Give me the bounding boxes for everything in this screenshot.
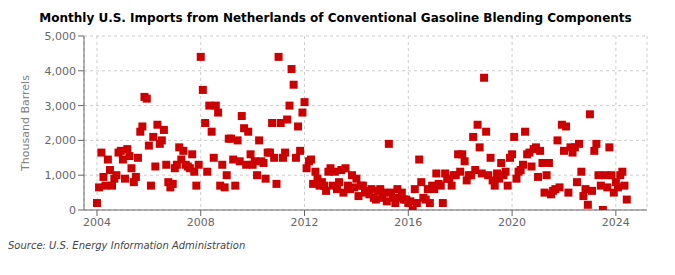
- svg-text:2024: 2024: [602, 216, 630, 229]
- svg-text:2020: 2020: [498, 216, 526, 229]
- svg-text:2016: 2016: [394, 216, 422, 229]
- html-text:Monthly U.S. Imports from Neth: Monthly U.S. Imports from Netherlands of…: [39, 11, 632, 25]
- svg-text:4,000: 4,000: [45, 65, 77, 78]
- svg-text:5,000: 5,000: [45, 30, 77, 43]
- svg-text:0: 0: [69, 204, 76, 217]
- svg-text:2008: 2008: [187, 216, 215, 229]
- svg-text:1,000: 1,000: [45, 169, 77, 182]
- svg-text:2,000: 2,000: [45, 134, 77, 147]
- html-text:Source: U.S. Energy Informatio: Source: U.S. Energy Information Administ…: [8, 240, 246, 251]
- svg-text:Thousand Barrels: Thousand Barrels: [19, 75, 32, 172]
- svg-text:3,000: 3,000: [45, 100, 77, 113]
- svg-text:2012: 2012: [291, 216, 319, 229]
- svg-text:2004: 2004: [83, 216, 111, 229]
